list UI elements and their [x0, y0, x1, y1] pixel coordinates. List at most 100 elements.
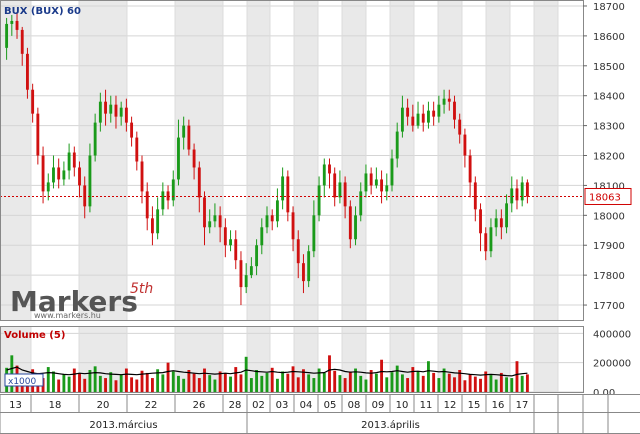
volume-band	[534, 326, 558, 392]
volume-bar	[515, 361, 519, 392]
candle-body	[499, 218, 503, 228]
volume-unit-label: x1000	[8, 377, 37, 387]
volume-panel: Volume (5) x1000 0.00 200000 400000	[0, 326, 631, 399]
x-axis-background	[0, 394, 640, 434]
volume-bar	[400, 374, 404, 392]
candle-body	[364, 173, 368, 192]
candle-body	[265, 215, 269, 228]
price-tick-label: 18000	[593, 211, 625, 222]
candle-body	[26, 53, 29, 90]
candle-body	[291, 212, 295, 240]
volume-bar	[124, 368, 128, 392]
volume-bar	[348, 371, 352, 392]
price-tick-label: 18600	[593, 32, 625, 43]
watermark-url: www.markers.hu	[34, 311, 101, 320]
volume-bar	[275, 378, 279, 392]
candle-body	[473, 182, 477, 210]
last-price-box	[584, 187, 632, 205]
candle-body	[239, 260, 243, 288]
x-day-label: 18	[49, 400, 62, 411]
volume-bar	[453, 377, 456, 392]
volume-bar	[354, 368, 357, 392]
volume-bar	[150, 378, 154, 392]
volume-bar	[234, 367, 238, 392]
candle-body	[192, 149, 196, 168]
volume-bar	[208, 375, 212, 392]
candle-body	[130, 122, 134, 138]
candle-body	[395, 131, 399, 159]
volume-bar	[406, 378, 410, 392]
volume-bar	[177, 375, 180, 392]
x-day-label: 03	[276, 400, 289, 411]
price-panel: Markers 5th www.markers.hu BUX (BUX) 60 …	[0, 0, 632, 321]
candle-body	[458, 119, 462, 135]
volume-bar	[427, 361, 430, 392]
volume-bar	[57, 379, 61, 392]
volume-bar	[260, 375, 264, 392]
candle-body	[468, 155, 472, 183]
volume-bar	[166, 362, 170, 392]
price-tick-label: 18300	[593, 122, 625, 133]
volume-bar	[93, 366, 97, 392]
volume-bar	[192, 373, 196, 392]
watermark-super: 5th	[130, 281, 153, 297]
price-tick-label: 17900	[593, 241, 625, 252]
price-band	[342, 0, 366, 320]
volume-bar	[197, 378, 201, 392]
volume-bar	[479, 378, 482, 392]
volume-bar	[140, 370, 144, 392]
candle-body	[421, 113, 425, 123]
candle-body	[333, 173, 337, 198]
candle-body	[427, 110, 430, 123]
candle-body	[307, 251, 311, 282]
volume-bar	[416, 371, 420, 392]
candle-body	[67, 152, 71, 171]
x-day-label: 26	[193, 400, 206, 411]
volume-bar	[458, 370, 462, 392]
volume-bar	[380, 359, 384, 392]
volume-bar	[432, 372, 436, 392]
candle-body	[385, 185, 389, 192]
candle-body	[41, 155, 45, 192]
volume-bar	[62, 374, 66, 392]
volume-bar	[421, 375, 425, 392]
volume-bar	[312, 378, 316, 392]
candle-body	[187, 125, 191, 150]
watermark-main: Markers	[10, 285, 138, 318]
price-band	[438, 0, 462, 320]
watermark: Markers 5th www.markers.hu	[10, 281, 153, 320]
candle-body	[5, 23, 9, 48]
volume-bar	[229, 376, 232, 392]
price-band	[534, 0, 558, 320]
price-band	[79, 0, 127, 320]
volume-bar	[98, 375, 102, 392]
candle-body	[484, 233, 488, 252]
candle-body	[525, 182, 529, 197]
x-day-labels: 13 18 20 22 26 28 02 03 04 05 08 09 10 11 12 15 16 17	[0, 394, 609, 434]
volume-bar	[374, 373, 378, 392]
volume-unit-badge: x1000	[4, 373, 44, 387]
volume-bar	[364, 379, 368, 392]
candle-body	[317, 185, 321, 216]
price-y-axis: 17700 17800 17900 18000 18100 18200 18300 18400…	[583, 2, 625, 312]
candle-body	[109, 104, 113, 114]
volume-bar	[494, 379, 498, 392]
x-day-label: 13	[9, 400, 22, 411]
candle-body	[275, 200, 279, 222]
volume-tick-label: 400000	[593, 329, 631, 340]
candle-body	[135, 137, 139, 162]
x-day-label: 22	[145, 400, 158, 411]
volume-bar	[213, 379, 217, 392]
volume-bar	[520, 375, 524, 392]
candle-body	[302, 263, 305, 282]
x-day-label: 08	[348, 400, 361, 411]
volume-bar	[156, 369, 160, 392]
x-day-label: 20	[97, 400, 110, 411]
candle-body	[463, 134, 467, 156]
candle-body	[281, 176, 285, 201]
candle-body	[400, 107, 404, 132]
candle-body	[208, 221, 212, 228]
volume-bar	[223, 372, 227, 392]
volume-bar	[328, 355, 331, 392]
x-day-label: 17	[516, 400, 529, 411]
